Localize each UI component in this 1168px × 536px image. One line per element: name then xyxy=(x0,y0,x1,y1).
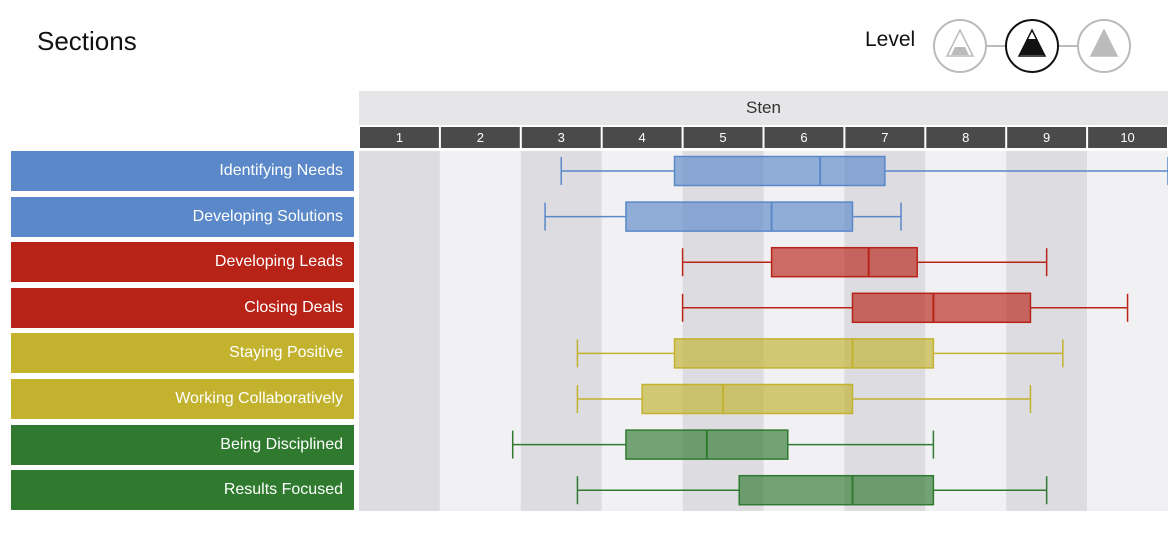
section-label: Results Focused xyxy=(11,470,354,511)
box-3 xyxy=(681,292,1129,324)
tick-header-9 xyxy=(1007,127,1087,148)
iqr-box xyxy=(738,474,935,506)
section-label: Developing Leads xyxy=(11,242,354,283)
tick-label: 2 xyxy=(477,130,484,145)
band-7 xyxy=(844,151,926,511)
tick-header-2 xyxy=(440,127,520,148)
tick-header-3 xyxy=(521,127,601,148)
axis-title-band xyxy=(359,91,1168,125)
band-10 xyxy=(1087,151,1168,511)
iqr-box xyxy=(673,338,935,369)
box-5 xyxy=(576,383,1032,415)
tick-label: 1 xyxy=(396,130,403,145)
iqr-box xyxy=(625,201,854,232)
section-label: Developing Solutions xyxy=(11,196,354,237)
tick-label: 4 xyxy=(639,130,646,145)
tick-header-10 xyxy=(1088,127,1167,148)
section-label: Identifying Needs xyxy=(11,151,354,191)
iqr-box xyxy=(851,292,1032,324)
level-mid-icon[interactable] xyxy=(1005,19,1059,73)
tick-header-8 xyxy=(926,127,1006,148)
iqr-box xyxy=(641,383,854,415)
box-1 xyxy=(544,201,902,232)
tick-label: 7 xyxy=(881,130,888,145)
level-buttons xyxy=(933,19,1131,73)
band-1 xyxy=(359,151,440,511)
tick-label: 10 xyxy=(1120,130,1134,145)
tick-header-4 xyxy=(602,127,682,148)
tick-header-1 xyxy=(360,127,439,148)
page-title: Sections xyxy=(37,26,137,56)
box-7 xyxy=(576,474,1048,506)
band-2 xyxy=(439,151,521,511)
box-0 xyxy=(560,155,1168,187)
tick-label: 3 xyxy=(558,130,565,145)
tick-header-5 xyxy=(683,127,763,148)
iqr-box xyxy=(673,155,886,187)
tick-header-6 xyxy=(764,127,844,148)
level-label: Level xyxy=(865,28,916,51)
band-8 xyxy=(925,151,1007,511)
tick-label: 9 xyxy=(1043,130,1050,145)
band-9 xyxy=(1006,151,1088,511)
axis-title: Sten xyxy=(746,98,781,117)
level-high-icon[interactable] xyxy=(1077,19,1131,73)
box-6 xyxy=(511,429,935,460)
box-2 xyxy=(681,246,1048,278)
iqr-box xyxy=(770,246,918,278)
tick-label: 6 xyxy=(800,130,807,145)
band-3 xyxy=(520,151,602,511)
tick-header-7 xyxy=(845,127,925,148)
tick-label: 5 xyxy=(719,130,726,145)
section-label: Staying Positive xyxy=(11,333,354,374)
section-label: Being Disciplined xyxy=(11,424,354,465)
box-4 xyxy=(576,338,1064,369)
level-low-icon[interactable] xyxy=(933,19,987,73)
level-selector: Level xyxy=(860,18,1150,74)
section-label: Working Collaboratively xyxy=(11,379,354,419)
section-label: Closing Deals xyxy=(11,287,354,328)
tick-label: 8 xyxy=(962,130,969,145)
